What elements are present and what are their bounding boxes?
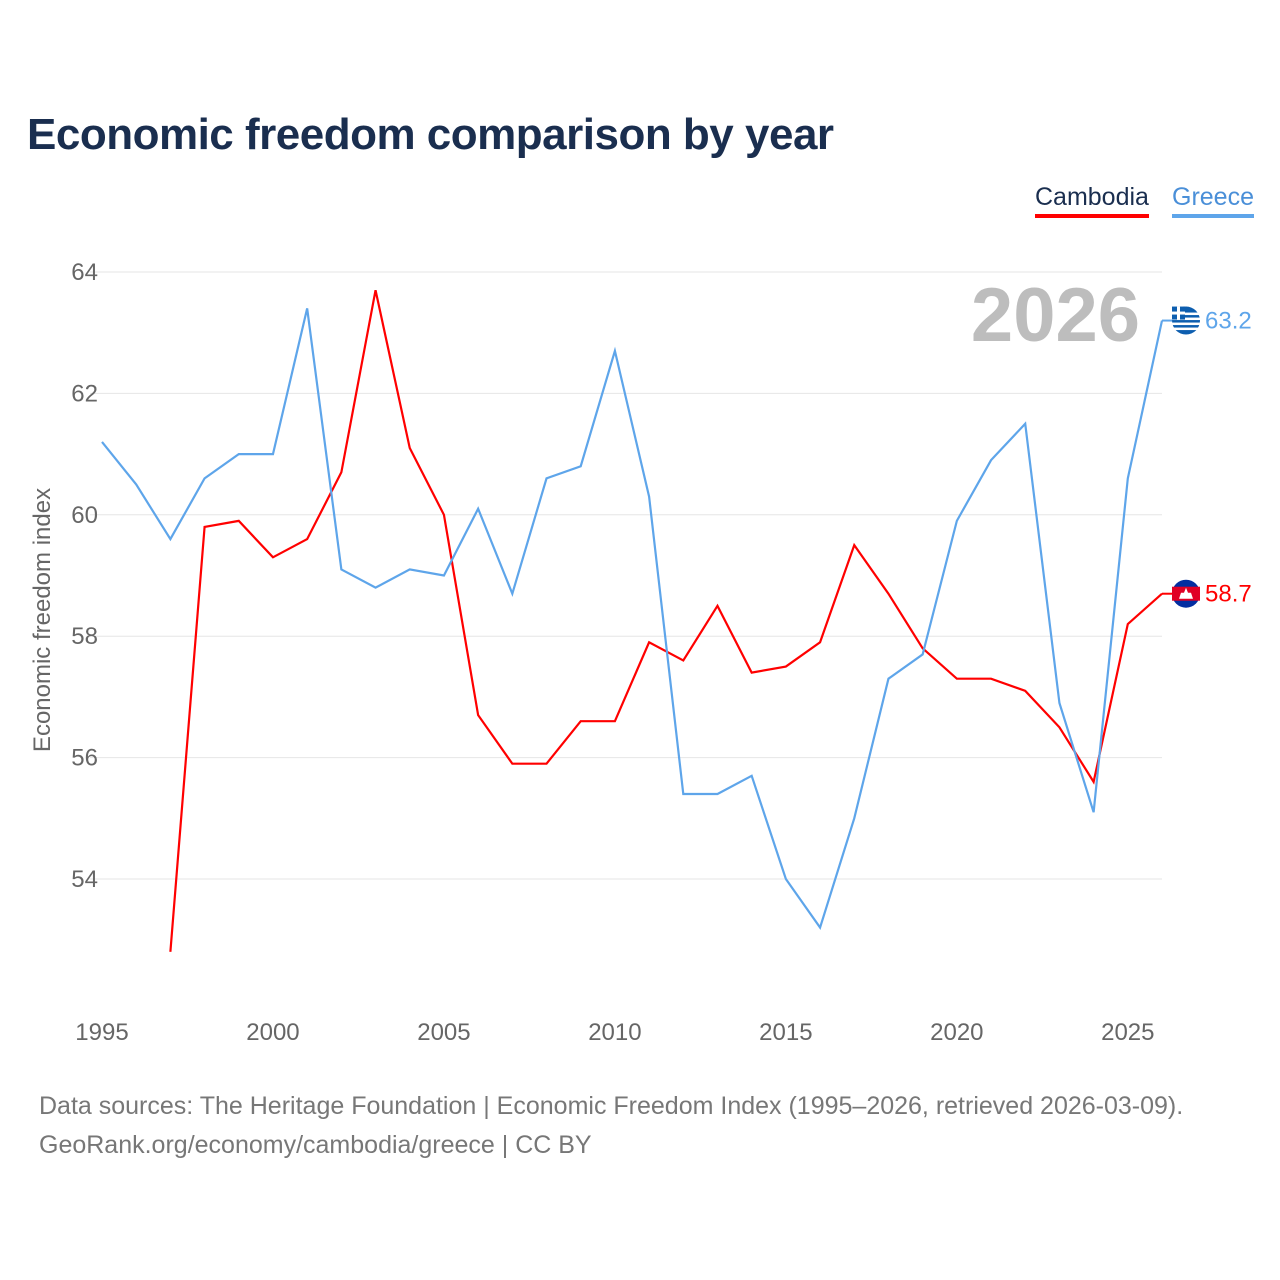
footer-sources: Data sources: The Heritage Foundation | … bbox=[39, 1092, 1184, 1120]
x-tick-label: 2000 bbox=[246, 1019, 299, 1046]
x-tick-label: 2025 bbox=[1101, 1019, 1154, 1046]
y-tick-label: 60 bbox=[71, 502, 98, 529]
x-tick-label: 2010 bbox=[588, 1019, 641, 1046]
y-tick-label: 56 bbox=[71, 745, 98, 772]
footer-link[interactable]: GeoRank.org/economy/cambodia/greece | CC… bbox=[39, 1131, 592, 1159]
cambodia-flag-icon bbox=[1172, 579, 1200, 608]
x-tick-label: 2005 bbox=[417, 1019, 470, 1046]
x-tick-label: 2020 bbox=[930, 1019, 983, 1046]
y-axis-label: Economic freedom index bbox=[29, 488, 56, 752]
legend-greece[interactable]: Greece bbox=[1172, 183, 1254, 218]
legend-cambodia[interactable]: Cambodia bbox=[1035, 183, 1149, 218]
end-value-label: 63.2 bbox=[1205, 308, 1252, 335]
footer: Data sources: The Heritage Foundation | … bbox=[39, 1087, 1183, 1165]
x-tick-label: 1995 bbox=[75, 1019, 128, 1046]
y-tick-label: 54 bbox=[71, 866, 98, 893]
y-tick-label: 58 bbox=[71, 623, 98, 650]
chart-title: Economic freedom comparison by year bbox=[27, 110, 834, 159]
series-line-cambodia bbox=[169, 289, 1163, 952]
x-tick-label: 2015 bbox=[759, 1019, 812, 1046]
year-label: 2026 bbox=[971, 273, 1140, 358]
greece-flag-icon bbox=[1172, 306, 1200, 335]
series-line-greece bbox=[101, 308, 1164, 931]
y-tick-label: 62 bbox=[71, 380, 98, 407]
y-tick-label: 64 bbox=[71, 259, 98, 286]
end-value-label: 58.7 bbox=[1205, 581, 1252, 608]
